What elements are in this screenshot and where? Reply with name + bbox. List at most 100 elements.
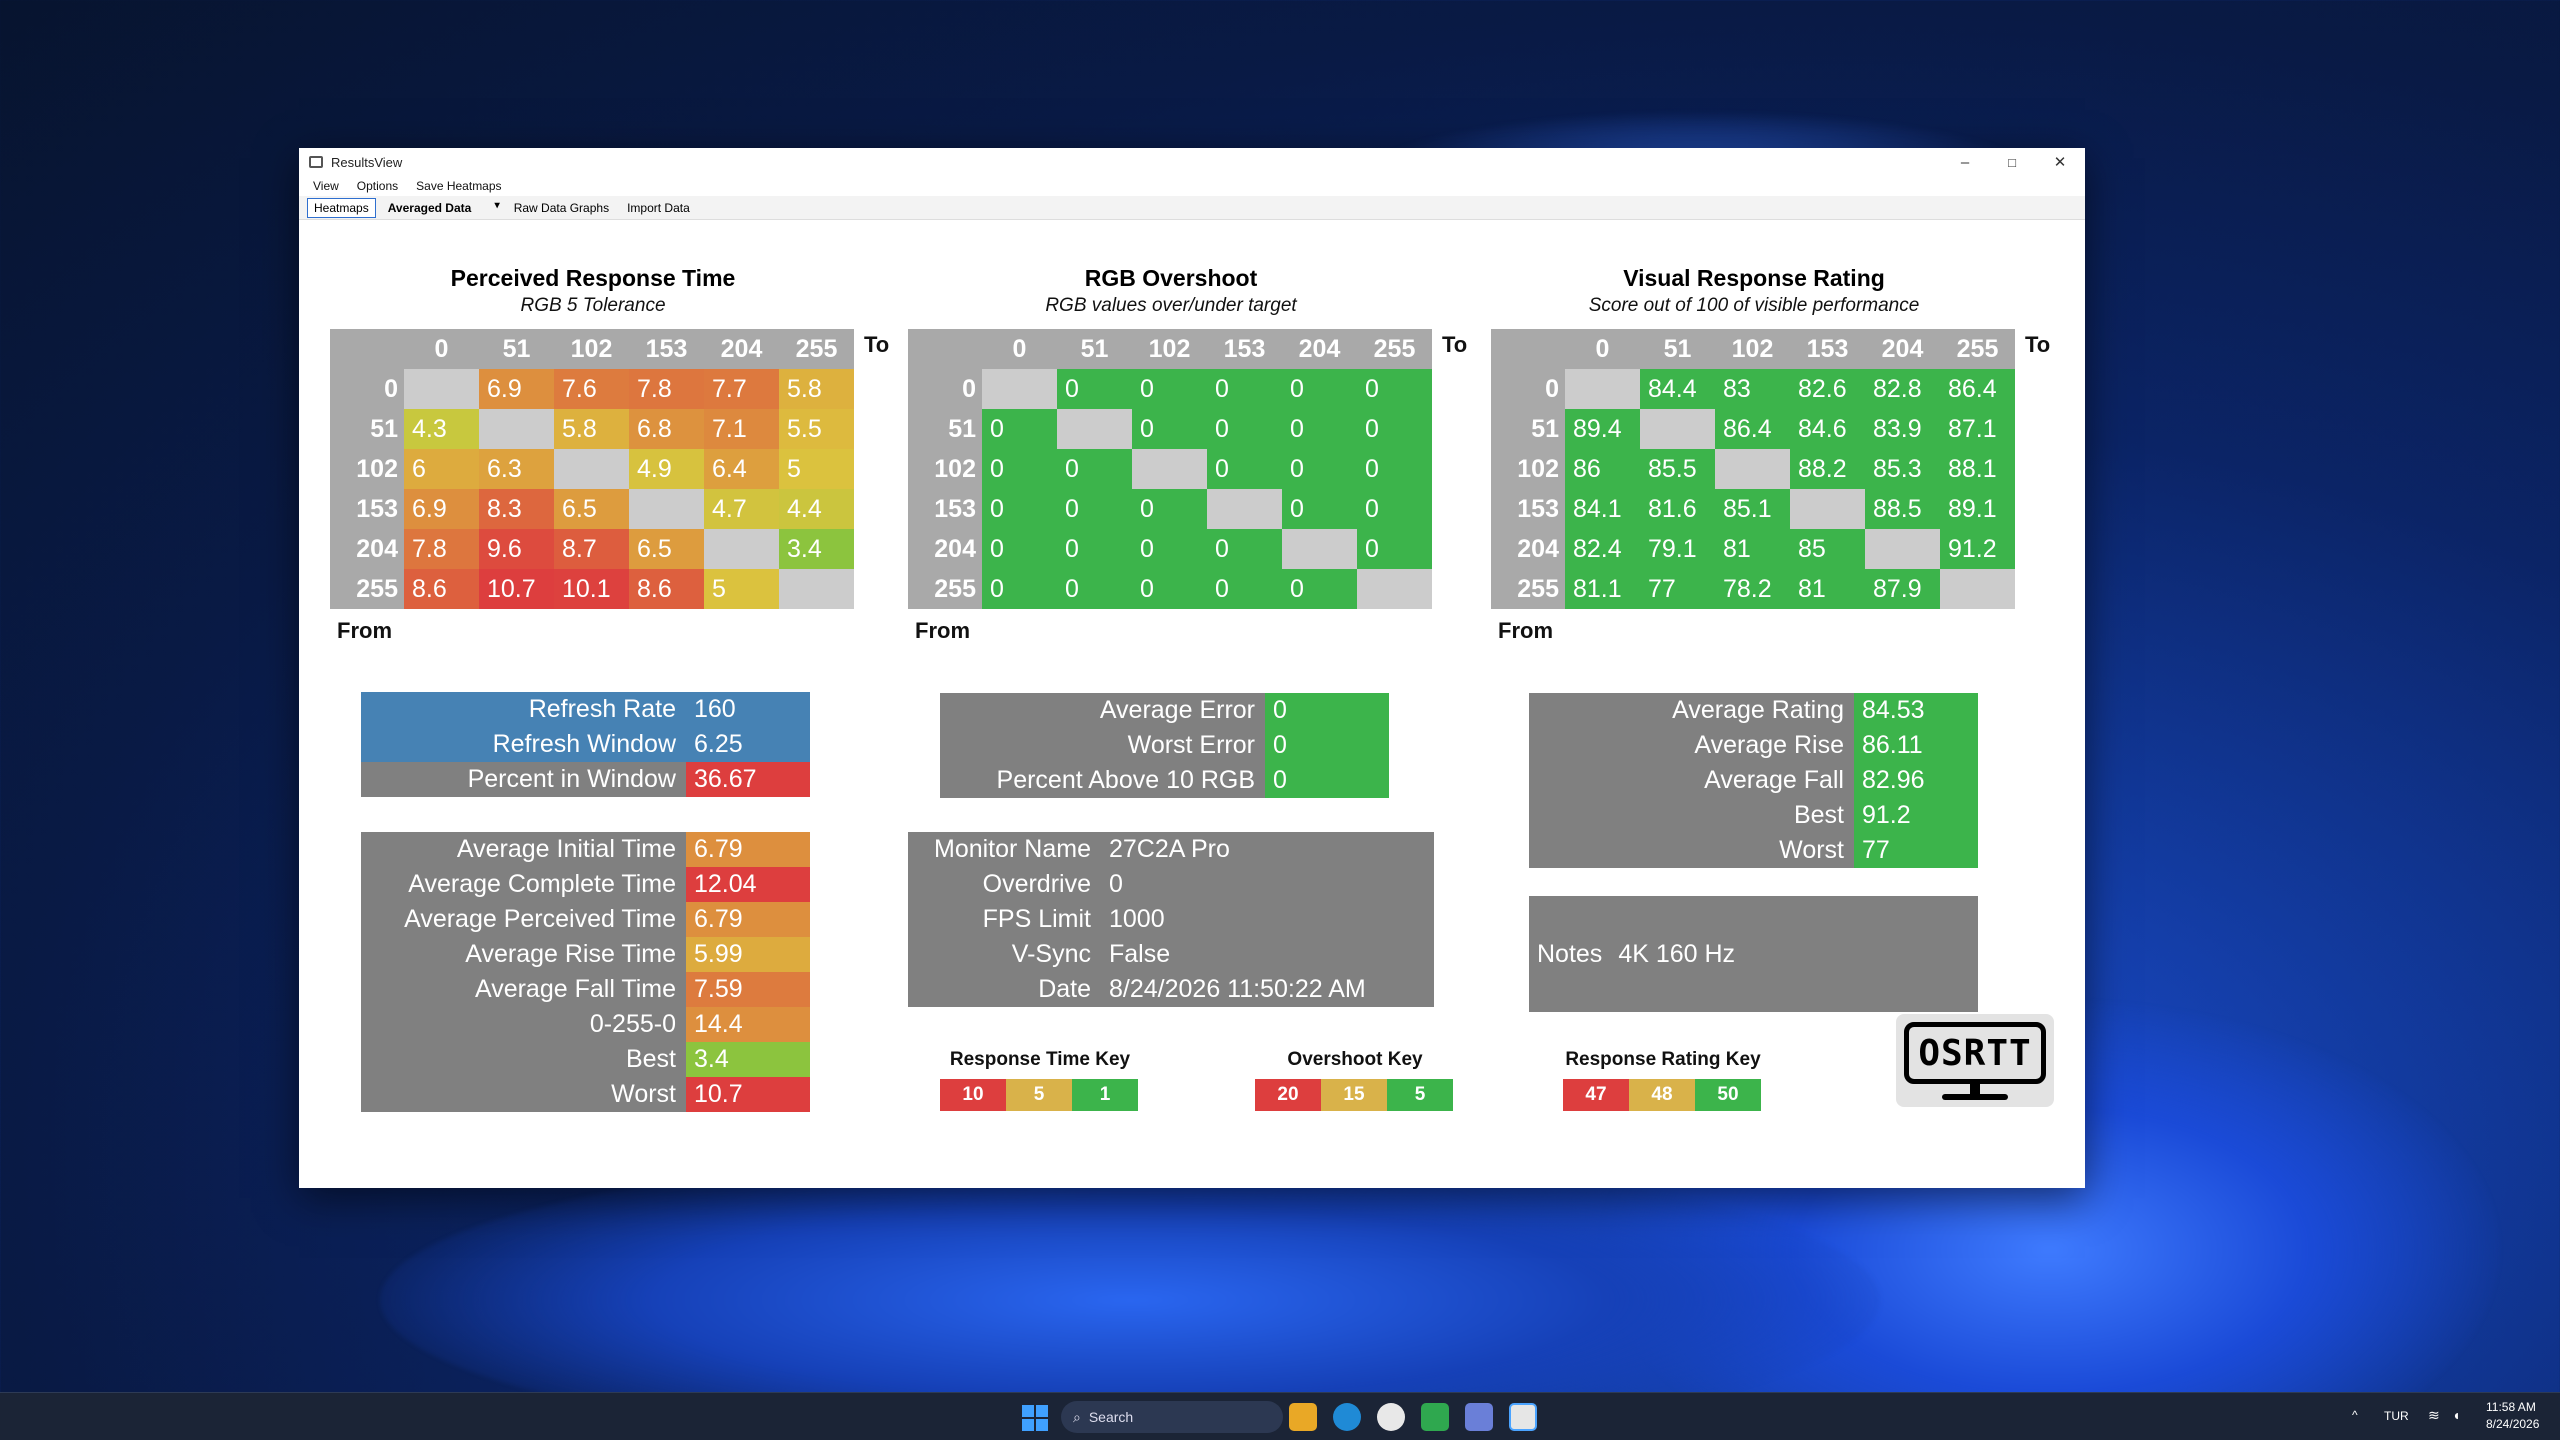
to-label: To bbox=[864, 332, 890, 357]
tray-chevron-icon[interactable]: ^ bbox=[2352, 1408, 2358, 1422]
heatmap-cell bbox=[1790, 489, 1865, 529]
heatmap-cell: 5.8 bbox=[554, 409, 629, 449]
heatmap-row: 255 0 0 0 0 0 bbox=[908, 569, 1432, 609]
column-header: 51 bbox=[1663, 334, 1692, 363]
heatmap-cell bbox=[1565, 369, 1640, 409]
row-header: 102 bbox=[1517, 454, 1559, 483]
heatmap-cell: 87.9 bbox=[1865, 569, 1940, 609]
heatmap-cell: 0 bbox=[982, 529, 1057, 569]
notes-value: 4K 160 Hz bbox=[1618, 939, 1736, 968]
heatmap-table: 0 51 102 153 204 255 0 6.9 7.6 7.8 7.7 5.8 51 4.3 5.8 6… bbox=[330, 329, 854, 609]
heatmap-cell: 5.5 bbox=[779, 409, 854, 449]
color-key: 10 5 1 bbox=[940, 1079, 1138, 1111]
heatmap-cell: 8.6 bbox=[629, 569, 704, 609]
minimize-button[interactable]: – bbox=[1960, 153, 1970, 171]
stat-label: Percent in Window bbox=[361, 762, 686, 797]
heatmap-row: 51 4.3 5.8 6.8 7.1 5.5 bbox=[330, 409, 854, 449]
volume-icon[interactable]: ◖ bbox=[2452, 1407, 2461, 1423]
clock-time[interactable]: 11:58 AM bbox=[2486, 1400, 2536, 1414]
heatmap-cell: 0 bbox=[1282, 409, 1357, 449]
overshoot-stats-box: Average Error 0 Worst Error 0 Percent Above … bbox=[940, 693, 1389, 798]
heatmap-cell: 0 bbox=[1057, 529, 1132, 569]
heatmap-cell: 10.1 bbox=[554, 569, 629, 609]
stat-value: 91.2 bbox=[1854, 798, 1978, 833]
heatmap-cell: 6.5 bbox=[629, 529, 704, 569]
color-key-swatch: 48 bbox=[1629, 1079, 1695, 1111]
stat-value: 14.4 bbox=[686, 1007, 810, 1042]
heatmap-cell: 5 bbox=[779, 449, 854, 489]
tab-raw-data-graphs[interactable]: Raw Data Graphs bbox=[513, 200, 610, 215]
heatmap-title: RGB Overshoot bbox=[1084, 265, 1258, 291]
heatmap-row: 0 6.9 7.6 7.8 7.7 5.8 bbox=[330, 369, 854, 409]
photo-app-icon[interactable] bbox=[1465, 1403, 1493, 1431]
column-header: 204 bbox=[720, 334, 763, 363]
heatmap-cell: 81.1 bbox=[1565, 569, 1640, 609]
network-icon[interactable]: ≋ bbox=[2428, 1407, 2440, 1423]
heatmap-cell: 78.2 bbox=[1715, 569, 1790, 609]
wallpaper-bloom bbox=[380, 1150, 1880, 1440]
color-key-swatch: 47 bbox=[1563, 1079, 1629, 1111]
osrtt-logo: OSRTT bbox=[1896, 1014, 2054, 1107]
row-header: 255 bbox=[1517, 574, 1559, 603]
stat-label: Refresh Window bbox=[361, 727, 686, 762]
clock-date[interactable]: 8/24/2026 bbox=[2486, 1417, 2540, 1431]
edge-browser-icon[interactable] bbox=[1333, 1403, 1361, 1431]
heatmap-cell: 81 bbox=[1715, 529, 1790, 569]
heatmap-cell: 91.2 bbox=[1940, 529, 2015, 569]
heatmap-cell: 7.8 bbox=[629, 369, 704, 409]
heatmap-cell: 86.4 bbox=[1940, 369, 2015, 409]
column-header: 153 bbox=[1806, 334, 1849, 363]
spreadsheet-app-icon[interactable] bbox=[1421, 1403, 1449, 1431]
heatmap-cell bbox=[982, 369, 1057, 409]
heatmap-subtitle: RGB 5 Tolerance bbox=[520, 295, 666, 316]
maximize-button[interactable]: □ bbox=[2008, 154, 2016, 170]
stat-label: Average Perceived Time bbox=[361, 902, 686, 937]
stat-value: 10.7 bbox=[686, 1077, 810, 1112]
heatmap-cell: 81.6 bbox=[1640, 489, 1715, 529]
clock-app-icon[interactable] bbox=[1377, 1403, 1405, 1431]
heatmap-cell: 6.3 bbox=[479, 449, 554, 489]
stat-value: 82.96 bbox=[1854, 763, 1978, 798]
heatmap-cell: 5.8 bbox=[779, 369, 854, 409]
data-mode-dropdown[interactable]: Averaged Data bbox=[382, 199, 500, 217]
color-key-title: Response Rating Key bbox=[1565, 1049, 1761, 1070]
heatmap-subtitle: Score out of 100 of visible performance bbox=[1588, 295, 1920, 316]
taskbar-search[interactable]: ⌕ Search bbox=[1061, 1401, 1283, 1433]
heatmap-cell: 4.7 bbox=[704, 489, 779, 529]
close-button[interactable]: ✕ bbox=[2053, 154, 2067, 171]
heatmap-subtitle: RGB values over/under target bbox=[1045, 295, 1297, 316]
menu-bar: View Options Save Heatmaps bbox=[299, 176, 2085, 196]
stat-label: Average Rise bbox=[1529, 728, 1854, 763]
file-explorer-icon[interactable] bbox=[1289, 1403, 1317, 1431]
tab-heatmaps[interactable]: Heatmaps bbox=[307, 197, 376, 218]
menu-save-heatmaps[interactable]: Save Heatmaps bbox=[416, 179, 502, 193]
heatmap-cell bbox=[554, 449, 629, 489]
osrtt-app-icon[interactable] bbox=[1509, 1403, 1537, 1431]
stat-value: 6.79 bbox=[686, 902, 810, 937]
tab-strip: Heatmaps Averaged Data Raw Data Graphs I… bbox=[299, 196, 2085, 220]
heatmap-cell: 0 bbox=[1207, 369, 1282, 409]
color-key-swatch: 5 bbox=[1006, 1079, 1072, 1111]
heatmap-cell: 8.6 bbox=[404, 569, 479, 609]
column-header: 153 bbox=[1223, 334, 1266, 363]
heatmap-cell: 0 bbox=[1057, 449, 1132, 489]
row-header: 204 bbox=[934, 534, 976, 563]
tab-import-data[interactable]: Import Data bbox=[627, 200, 690, 215]
heatmap-cell: 6.5 bbox=[554, 489, 629, 529]
heatmap-cell: 8.7 bbox=[554, 529, 629, 569]
heatmap-cell: 0 bbox=[1282, 489, 1357, 529]
heatmap-row: 204 82.4 79.1 81 85 91.2 bbox=[1491, 529, 2015, 569]
heatmap-row: 255 8.6 10.7 10.1 8.6 5 bbox=[330, 569, 854, 609]
stat-label: Overdrive bbox=[908, 867, 1101, 902]
start-button[interactable] bbox=[1020, 1403, 1048, 1431]
column-header: 255 bbox=[795, 334, 838, 363]
row-header: 51 bbox=[1531, 414, 1559, 443]
window-title: ResultsView bbox=[331, 154, 403, 170]
from-label: From bbox=[1498, 618, 1553, 643]
heatmap-cell: 6.9 bbox=[479, 369, 554, 409]
heatmap-cell bbox=[1357, 569, 1432, 609]
menu-view[interactable]: View bbox=[313, 179, 339, 193]
menu-options[interactable]: Options bbox=[356, 179, 399, 193]
language-indicator[interactable]: TUR bbox=[2384, 1409, 2409, 1423]
heatmap-cell: 0 bbox=[1057, 369, 1132, 409]
